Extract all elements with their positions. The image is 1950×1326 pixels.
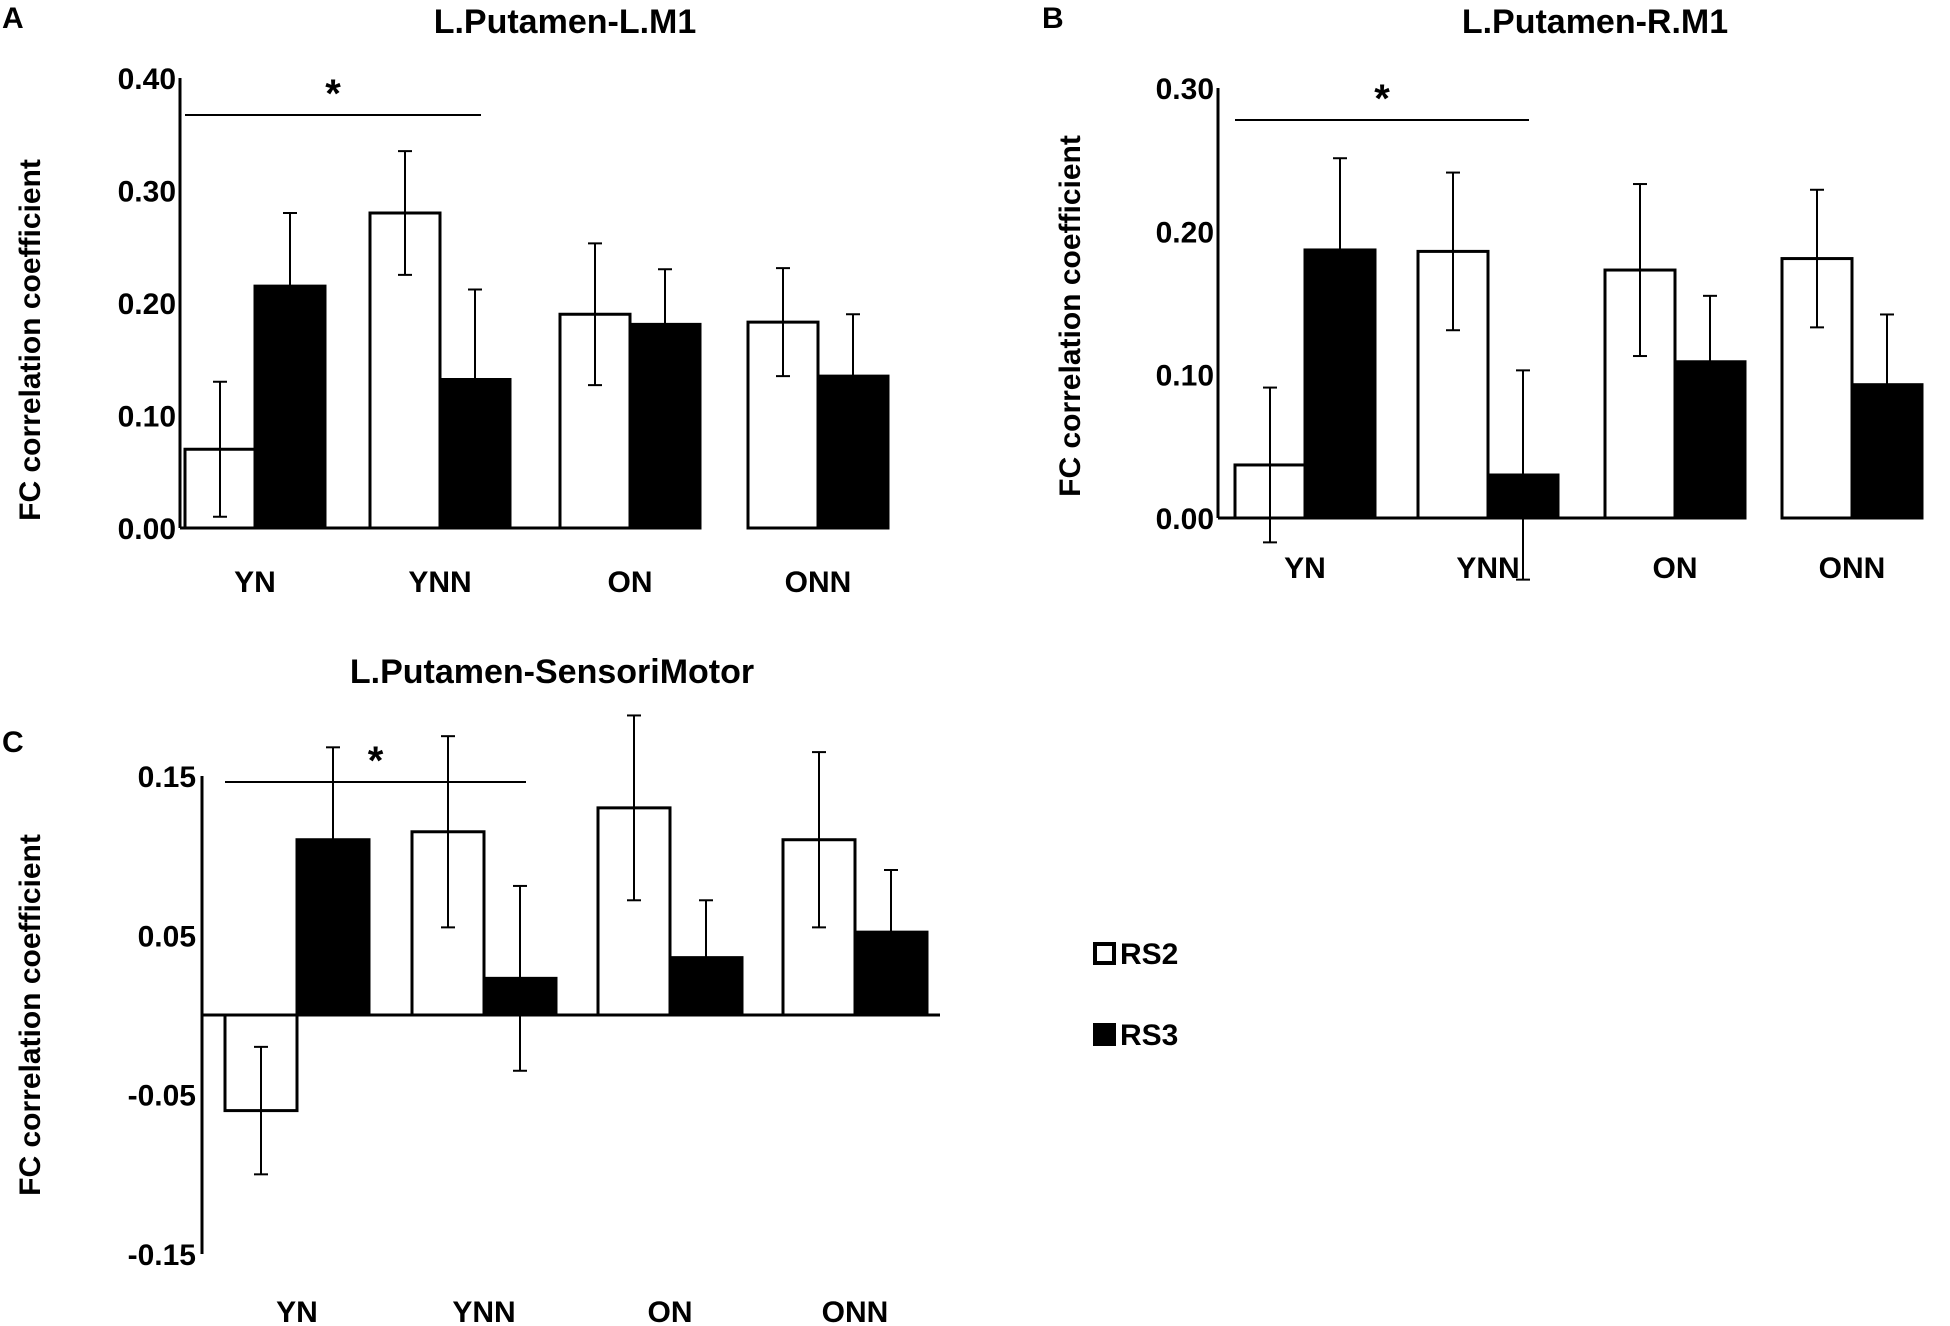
y-tick-label-c: -0.15 — [128, 1239, 196, 1272]
chart-title-a: L.Putamen-L.M1 — [434, 3, 697, 41]
panel-letter-b: B — [1042, 2, 1064, 35]
y-tick-label-c: 0.05 — [138, 920, 196, 953]
x-tick-label-c-onn: ONN — [822, 1296, 889, 1326]
y-tick-label-a: 0.30 — [118, 176, 176, 209]
y-tick-label-b: 0.10 — [1156, 360, 1214, 393]
x-tick-label-a-ynn: YNN — [408, 566, 471, 599]
legend-swatch-rs3 — [1093, 1023, 1116, 1046]
chart-title-c: L.Putamen-SensoriMotor — [350, 653, 754, 691]
y-axis-label-b: FC correlation coefficient — [1054, 135, 1087, 497]
panel-letter-c: C — [2, 726, 24, 759]
y-axis-label-c: FC correlation coefficient — [14, 834, 47, 1196]
x-tick-label-c-on: ON — [648, 1296, 693, 1326]
x-tick-label-a-onn: ONN — [785, 566, 852, 599]
y-tick-label-a: 0.10 — [118, 401, 176, 434]
y-tick-label-a: 0.20 — [118, 288, 176, 321]
panel-letter-a: A — [2, 2, 24, 35]
panel-b: B L.Putamen-R.M1 FC correlation coefficien… — [1042, 2, 1924, 585]
y-tick-label-c: -0.05 — [128, 1080, 196, 1113]
y-tick-label-a: 0.40 — [118, 63, 176, 96]
legend-label-rs3: RS3 — [1120, 1019, 1178, 1052]
chart-title-b: L.Putamen-R.M1 — [1462, 3, 1728, 41]
significance-star-b: * — [1374, 77, 1390, 121]
y-tick-label-c: 0.15 — [138, 761, 196, 794]
panel-c: C L.Putamen-SensoriMotor FC correlation co… — [2, 653, 940, 1326]
significance-star-a: * — [325, 72, 341, 116]
significance-star-c: * — [368, 739, 384, 783]
y-tick-label-a: 0.00 — [118, 513, 176, 546]
x-tick-label-b-yn: YN — [1284, 552, 1326, 585]
legend: RS2 RS3 — [1093, 938, 1178, 1052]
x-tick-label-a-yn: YN — [234, 566, 276, 599]
x-tick-label-b-ynn: YNN — [1456, 552, 1519, 585]
x-tick-label-b-on: ON — [1653, 552, 1698, 585]
y-tick-label-b: 0.30 — [1156, 73, 1214, 106]
y-axis-label-a: FC correlation coefficient — [14, 159, 47, 521]
legend-swatch-rs2 — [1093, 942, 1116, 965]
x-tick-label-a-on: ON — [608, 566, 653, 599]
y-tick-label-b: 0.00 — [1156, 503, 1214, 536]
y-tick-label-b: 0.20 — [1156, 216, 1214, 249]
x-tick-label-c-yn: YN — [276, 1296, 318, 1326]
x-tick-label-c-ynn: YNN — [452, 1296, 515, 1326]
panel-a: A L.Putamen-L.M1 FC correlation coefficien… — [2, 2, 890, 599]
x-tick-label-b-onn: ONN — [1819, 552, 1886, 585]
legend-label-rs2: RS2 — [1120, 938, 1178, 971]
